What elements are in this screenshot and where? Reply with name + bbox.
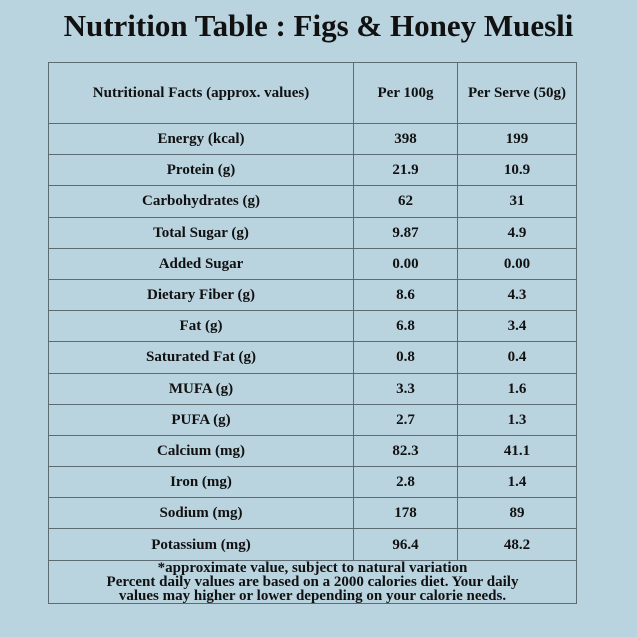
- value-per-serve: 3.4: [457, 310, 577, 343]
- nutrient-name: Sodium (mg): [48, 497, 354, 530]
- nutrient-name: Protein (g): [48, 154, 354, 187]
- nutrient-name: Energy (kcal): [48, 122, 354, 156]
- footnote-line-2: Percent daily values are based on a 2000…: [106, 573, 519, 590]
- nutrient-name: Added Sugar: [48, 247, 354, 280]
- table-row: Added Sugar 0.00 0.00: [48, 247, 577, 280]
- value-per-serve: 89: [457, 497, 577, 530]
- table-row: Potassium (mg) 96.4 48.2: [48, 528, 577, 561]
- value-per-100g: 178: [353, 497, 458, 530]
- header-nutritional-facts: Nutritional Facts (approx. values): [48, 62, 354, 124]
- table-row: Energy (kcal) 398 199: [48, 122, 577, 156]
- footnote-line-1: *approximate value, subject to natural v…: [157, 559, 468, 576]
- value-per-serve: 4.3: [457, 278, 577, 312]
- value-per-serve: 0.4: [457, 341, 577, 374]
- nutrient-name: Carbohydrates (g): [48, 185, 354, 218]
- table-row: Dietary Fiber (g) 8.6 4.3: [48, 278, 577, 312]
- table-row: Protein (g) 21.9 10.9: [48, 154, 577, 187]
- value-per-100g: 0.8: [353, 341, 458, 374]
- value-per-serve: 31: [457, 185, 577, 218]
- header-per-100g: Per 100g: [353, 62, 458, 124]
- value-per-100g: 398: [353, 122, 458, 156]
- nutrient-name: Iron (mg): [48, 466, 354, 499]
- footnote: *approximate value, subject to natural v…: [48, 559, 577, 604]
- nutrition-table: Nutritional Facts (approx. values) Per 1…: [48, 62, 577, 604]
- table-row: Calcium (mg) 82.3 41.1: [48, 434, 577, 468]
- table-row: PUFA (g) 2.7 1.3: [48, 403, 577, 436]
- table-row: MUFA (g) 3.3 1.6: [48, 372, 577, 405]
- header-per-serve: Per Serve (50g): [457, 62, 577, 124]
- table-header-row: Nutritional Facts (approx. values) Per 1…: [48, 62, 577, 124]
- value-per-100g: 21.9: [353, 154, 458, 187]
- nutrient-name: Total Sugar (g): [48, 216, 354, 249]
- value-per-serve: 199: [457, 122, 577, 156]
- value-per-serve: 1.4: [457, 466, 577, 499]
- table-row: Fat (g) 6.8 3.4: [48, 310, 577, 343]
- nutrient-name: MUFA (g): [48, 372, 354, 405]
- table-row: Saturated Fat (g) 0.8 0.4: [48, 341, 577, 374]
- footnote-line-3: values may higher or lower depending on …: [118, 587, 507, 604]
- value-per-serve: 1.3: [457, 403, 577, 436]
- nutrient-name: PUFA (g): [48, 403, 354, 436]
- value-per-serve: 1.6: [457, 372, 577, 405]
- nutrient-name: Saturated Fat (g): [48, 341, 354, 374]
- value-per-100g: 62: [353, 185, 458, 218]
- value-per-100g: 0.00: [353, 247, 458, 280]
- value-per-100g: 8.6: [353, 278, 458, 312]
- nutrient-name: Potassium (mg): [48, 528, 354, 561]
- page-title: Nutrition Table : Figs & Honey Muesli: [63, 8, 574, 43]
- table-row: Sodium (mg) 178 89: [48, 497, 577, 530]
- value-per-serve: 4.9: [457, 216, 577, 249]
- nutrient-name: Fat (g): [48, 310, 354, 343]
- value-per-100g: 3.3: [353, 372, 458, 405]
- nutrient-name: Calcium (mg): [48, 434, 354, 468]
- value-per-serve: 41.1: [457, 434, 577, 468]
- value-per-serve: 0.00: [457, 247, 577, 280]
- table-row: Iron (mg) 2.8 1.4: [48, 466, 577, 499]
- table-row: Carbohydrates (g) 62 31: [48, 185, 577, 218]
- value-per-100g: 2.8: [353, 466, 458, 499]
- value-per-100g: 6.8: [353, 310, 458, 343]
- value-per-serve: 10.9: [457, 154, 577, 187]
- value-per-100g: 9.87: [353, 216, 458, 249]
- nutrient-name: Dietary Fiber (g): [48, 278, 354, 312]
- value-per-100g: 2.7: [353, 403, 458, 436]
- table-row: Total Sugar (g) 9.87 4.9: [48, 216, 577, 249]
- value-per-100g: 82.3: [353, 434, 458, 468]
- value-per-100g: 96.4: [353, 528, 458, 561]
- value-per-serve: 48.2: [457, 528, 577, 561]
